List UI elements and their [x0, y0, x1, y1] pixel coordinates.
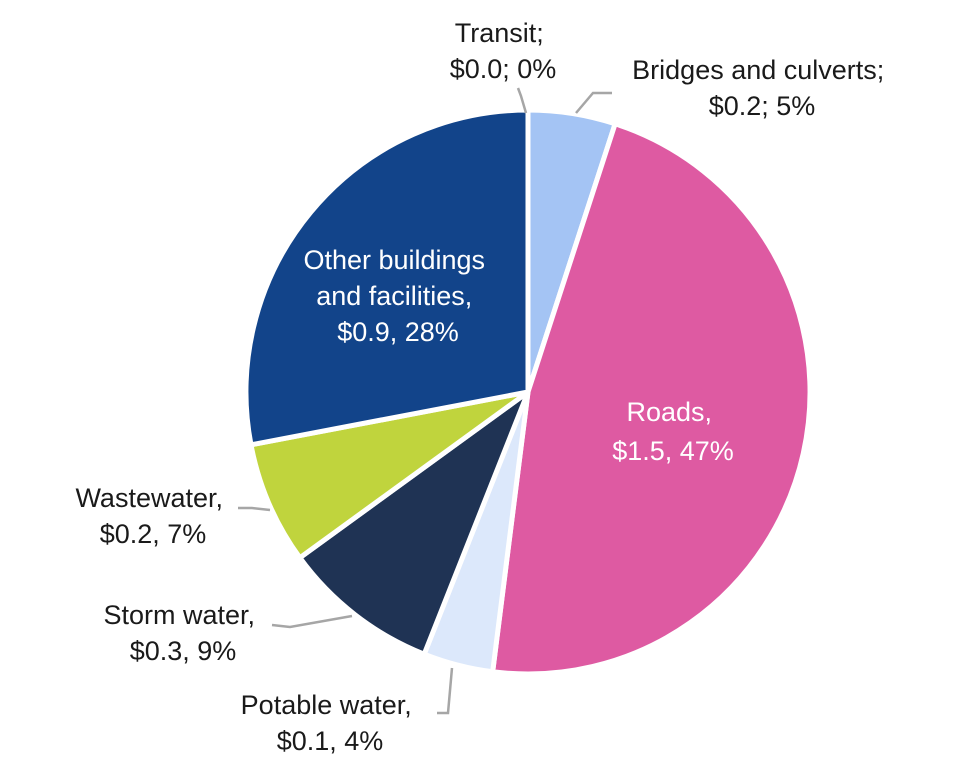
leader-lines: [238, 87, 612, 715]
leader-line-bridges: [575, 91, 612, 114]
leader-line-wastewater: [238, 506, 271, 512]
pie-slice-other-buildings-and-facilities: [243, 107, 531, 448]
leader-line-storm-water: [271, 614, 353, 629]
pie-slice-roads: [490, 121, 813, 677]
leader-line-transit: [516, 87, 528, 114]
label-transit: Transit; $0.0; 0%: [450, 18, 557, 84]
pie-slice-storm-water: [297, 389, 531, 657]
label-storm-water: Storm water, $0.3, 9%: [103, 600, 262, 666]
leader-line-potable-water: [437, 667, 454, 715]
label-other-buildings-and-facilities: Other buildings and facilities, $0.9, 28…: [303, 245, 492, 347]
pie-slices: [243, 107, 813, 677]
label-roads: Roads, $1.5, 47%: [612, 397, 734, 466]
label-bridges-and-culverts: Bridges and culverts; $0.2; 5%: [632, 55, 892, 121]
label-potable-water: Potable water, $0.1, 4%: [241, 690, 420, 756]
label-wastewater: Wastewater, $0.2, 7%: [75, 483, 230, 549]
slice-labels: Transit; $0.0; 0% Bridges and culverts; …: [75, 18, 892, 756]
